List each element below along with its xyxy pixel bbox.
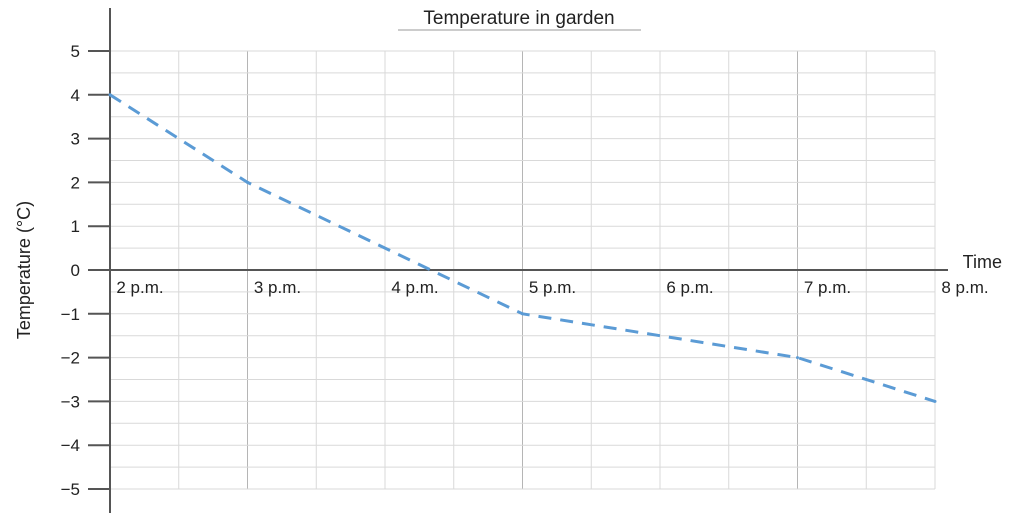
y-tick-label: 1: [71, 217, 80, 236]
y-tick-label: −1: [61, 305, 80, 324]
axes: [88, 8, 948, 513]
x-axis-label: Time: [963, 252, 1002, 272]
data-point: [246, 180, 249, 184]
y-tick-label: −5: [61, 480, 80, 499]
y-tick-label: 3: [71, 130, 80, 149]
y-tick-label: −2: [61, 349, 80, 368]
y-tick-label: 2: [71, 173, 80, 192]
x-tick-label: 3 p.m.: [254, 278, 301, 297]
x-tick-label: 8 p.m.: [941, 278, 988, 297]
data-point: [933, 399, 937, 403]
data-point: [521, 312, 524, 316]
data-point: [108, 93, 112, 97]
y-tick-label: 5: [71, 42, 80, 61]
tick-labels: 5 4 3 2 1 0 −1 −2 −3 −4 −5 2 p.m. 3 p.m. 4 p.m. 5 p.m.…: [61, 42, 989, 499]
y-tick-label: 4: [71, 86, 80, 105]
y-tick-label: −4: [61, 436, 80, 455]
x-tick-label: 7 p.m.: [804, 278, 851, 297]
y-tick-label: −3: [61, 392, 80, 411]
y-tick-label: 0: [71, 261, 80, 280]
x-tick-label: 4 p.m.: [391, 278, 438, 297]
y-axis-label: Temperature (°C): [14, 201, 34, 339]
x-tick-label: 2 p.m.: [116, 278, 163, 297]
x-tick-label: 6 p.m.: [666, 278, 713, 297]
data-point: [796, 356, 799, 360]
chart-title: Temperature in garden: [423, 8, 614, 29]
x-tick-label: 5 p.m.: [529, 278, 576, 297]
series-lines: [108, 93, 937, 403]
